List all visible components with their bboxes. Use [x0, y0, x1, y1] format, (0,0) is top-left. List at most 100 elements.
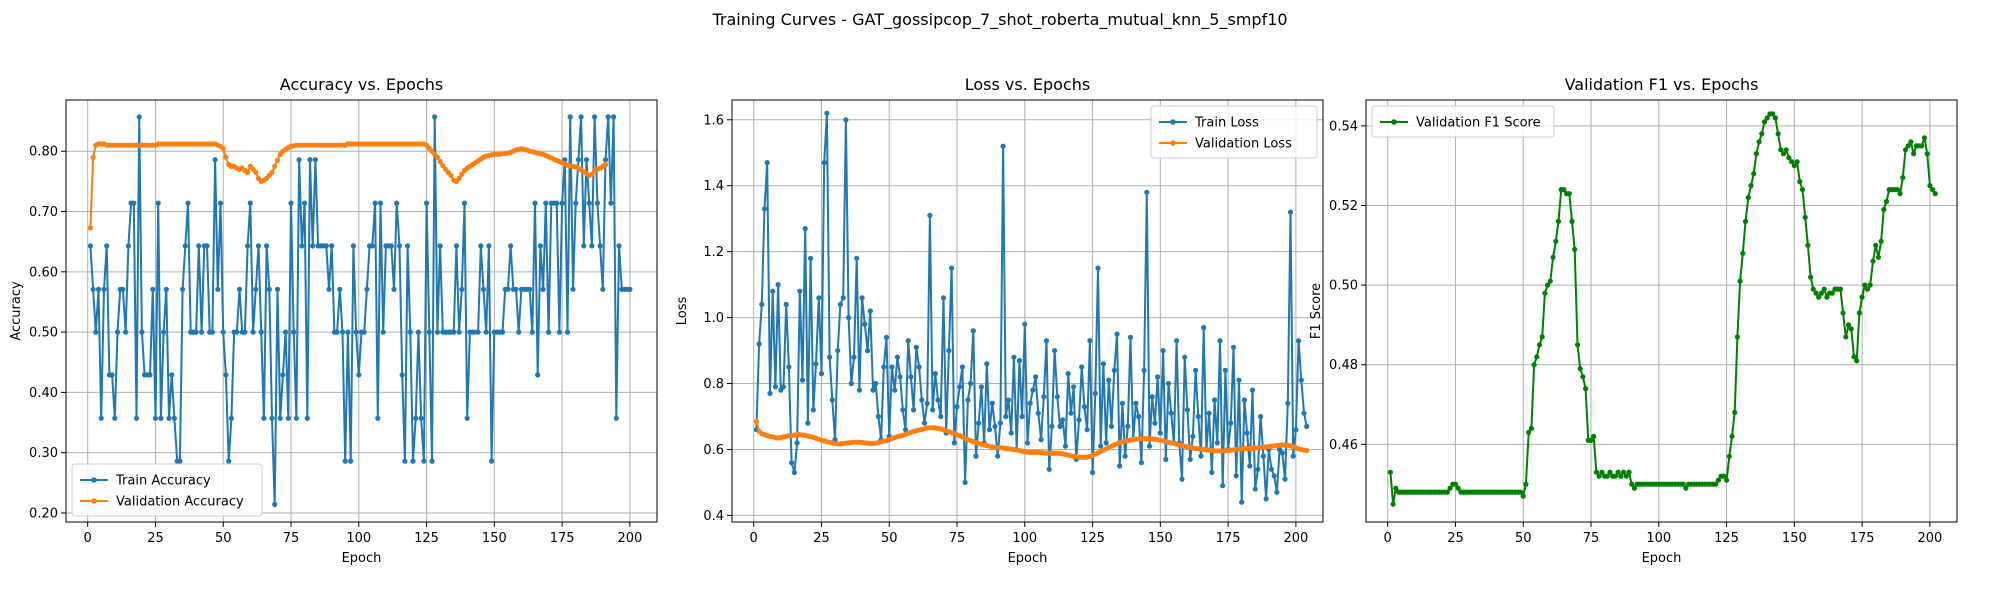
x-tick-label: 150 [482, 531, 507, 546]
data-point [1003, 413, 1009, 420]
data-point [905, 338, 911, 344]
y-tick-label: 0.6 [703, 443, 724, 458]
data-point [1919, 143, 1925, 149]
data-point [837, 301, 844, 307]
data-point [429, 458, 435, 464]
y-tick-label: 0.50 [29, 326, 58, 341]
data-point [605, 114, 611, 120]
data-point [329, 243, 335, 249]
data-point [1894, 187, 1900, 193]
data-point [1555, 218, 1562, 224]
data-point [1783, 147, 1789, 153]
data-point [377, 200, 384, 206]
data-point [269, 169, 275, 175]
x-tick-label: 150 [1782, 531, 1807, 546]
data-point [1921, 135, 1928, 141]
data-point [448, 172, 454, 178]
data-point [255, 243, 262, 249]
data-point [245, 169, 251, 175]
data-point [854, 255, 860, 261]
data-point [1201, 324, 1207, 331]
x-tick-label: 175 [550, 531, 575, 546]
data-point [204, 243, 210, 249]
data-point [1930, 187, 1936, 193]
data-point [965, 397, 971, 403]
data-point [1713, 481, 1719, 487]
data-point [1241, 397, 1247, 403]
data-point [464, 415, 470, 421]
data-point [261, 415, 267, 421]
data-point [527, 286, 533, 292]
legend-label: Validation Accuracy [116, 495, 244, 510]
data-point [824, 110, 830, 116]
data-point [223, 154, 229, 160]
data-point [1797, 179, 1803, 185]
data-point [1742, 218, 1749, 224]
data-point [180, 286, 186, 292]
data-point [897, 374, 903, 380]
data-point [1079, 364, 1085, 370]
data-point [938, 413, 944, 420]
data-point [1545, 282, 1551, 288]
data-point [437, 243, 443, 249]
data-point [881, 364, 887, 370]
data-point [1447, 485, 1453, 491]
y-tick-label: 0.30 [29, 446, 58, 461]
data-point [813, 361, 819, 367]
data-point [1680, 481, 1686, 487]
x-tick-label: 50 [215, 531, 232, 546]
data-point [499, 329, 506, 335]
data-point [405, 243, 411, 249]
data-point [916, 364, 922, 370]
data-point [342, 458, 348, 464]
data-point [1260, 453, 1266, 459]
data-point [339, 329, 346, 335]
data-point [1206, 410, 1212, 416]
data-point [1881, 206, 1887, 213]
data-point [1258, 413, 1264, 420]
x-tick-label: 50 [881, 531, 898, 546]
data-point [161, 329, 167, 335]
data-point [986, 427, 993, 433]
y-tick-label: 0.20 [29, 506, 58, 521]
data-point [608, 200, 614, 206]
data-point [169, 372, 175, 378]
data-point [829, 397, 835, 403]
data-point [1897, 191, 1903, 197]
data-point [1911, 151, 1917, 157]
data-point [285, 415, 291, 421]
data-point [508, 243, 514, 249]
data-point [578, 114, 584, 120]
data-point [1824, 294, 1830, 300]
data-point [293, 415, 299, 421]
x-tick-label: 25 [147, 531, 164, 546]
data-point [247, 200, 253, 206]
data-point [1837, 286, 1843, 292]
data-point [361, 329, 367, 335]
data-point [1287, 209, 1294, 215]
data-point [98, 415, 104, 421]
data-point [114, 329, 121, 335]
data-point [199, 329, 205, 335]
data-point [856, 387, 863, 393]
y-axis-label: Accuracy [9, 281, 24, 341]
data-point [234, 329, 240, 335]
x-tick-label: 75 [949, 531, 966, 546]
data-point [805, 420, 811, 426]
data-point [594, 200, 601, 206]
x-tick-label: 100 [346, 531, 371, 546]
data-point [1122, 453, 1128, 459]
data-point [1301, 410, 1307, 416]
y-tick-label: 0.70 [29, 205, 58, 220]
data-point [1900, 175, 1906, 181]
data-point [1087, 338, 1093, 344]
x-tick-label: 200 [617, 531, 642, 546]
data-point [147, 372, 153, 378]
data-point [1745, 194, 1751, 201]
data-point [480, 286, 487, 292]
y-tick-label: 1.4 [703, 179, 724, 194]
data-point [489, 458, 495, 464]
data-point [756, 341, 762, 347]
data-point [1000, 143, 1006, 149]
data-point [794, 440, 800, 446]
